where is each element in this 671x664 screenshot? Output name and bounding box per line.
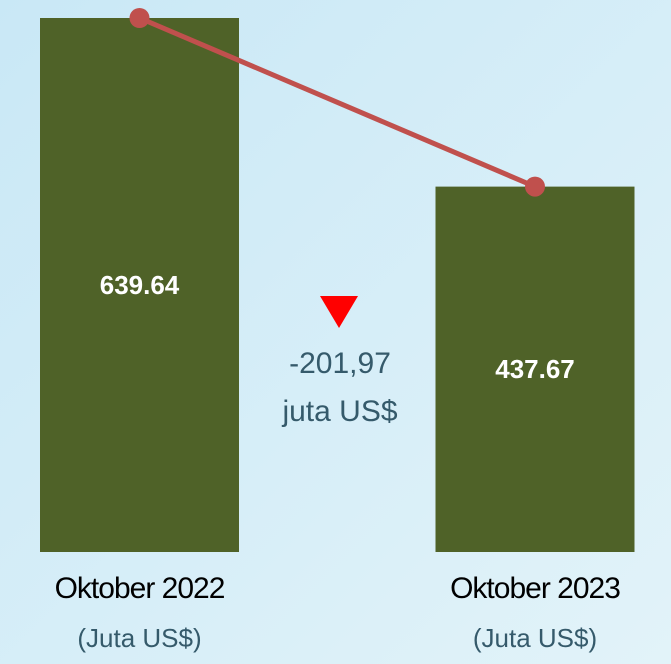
x-tick-unit: (Juta US$) [473, 623, 597, 653]
annotation: juta US$ [281, 395, 397, 428]
down-marker [320, 296, 358, 328]
x-tick-unit: (Juta US$) [77, 623, 201, 653]
trend-dot [129, 8, 150, 28]
value-label: 639.64 [100, 270, 180, 300]
trend-dot [525, 176, 545, 197]
trend-line [138, 15, 536, 189]
bar [40, 18, 239, 552]
annotation: -201,97 [289, 347, 391, 380]
bar [435, 186, 635, 552]
value-label: 437.67 [495, 354, 575, 384]
x-tick-label: Oktober 2023 [450, 572, 620, 605]
x-tick-label: Oktober 2022 [55, 572, 225, 605]
